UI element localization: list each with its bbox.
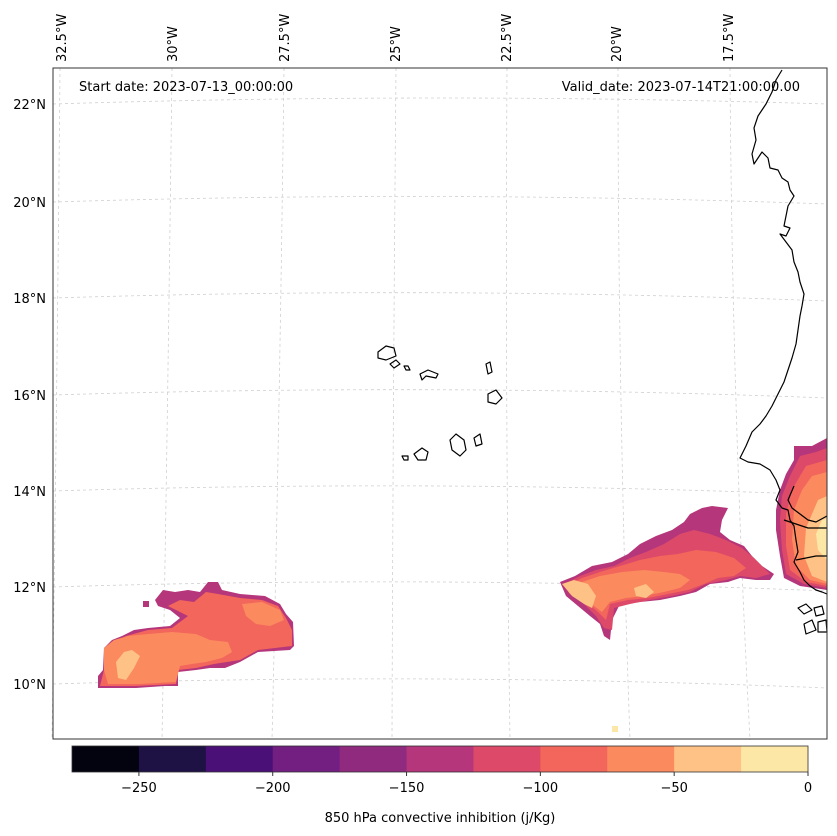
colorbar-swatch <box>272 746 341 772</box>
colorbar-swatch <box>339 746 408 772</box>
colorbar-swatch <box>540 746 608 772</box>
map-frame <box>52 67 828 740</box>
lon-label: 32.5°W <box>55 14 70 62</box>
colorbar-tick-label: −50 <box>660 781 687 796</box>
cin-patch-west-inner <box>104 632 232 684</box>
santa-luzia-island <box>403 365 411 371</box>
lon-label: 25°W <box>389 26 404 62</box>
colorbar-swatch <box>607 746 675 772</box>
lat-label: 18°N <box>13 292 46 307</box>
colorbar-swatch <box>72 746 140 772</box>
fogo-island <box>413 447 429 461</box>
lon-label: 27.5°W <box>278 14 293 62</box>
colorbar-frame <box>71 745 809 773</box>
start-date-annotation: Start date: 2023-07-13_00:00:00 <box>79 80 293 95</box>
lon-label: 30°W <box>166 26 181 62</box>
maio-island <box>473 433 483 447</box>
colorbar-tick-label: −200 <box>255 781 291 796</box>
guinea-bissau-border <box>795 555 827 561</box>
longitude-labels: 32.5°W 30°W 27.5°W 25°W 22.5°W 20°W 17.5… <box>55 14 737 62</box>
colorbar-ticks: −250 −200 −150 −100 −50 0 <box>121 772 812 796</box>
lat-label: 22°N <box>13 98 46 113</box>
sao-vicente-island <box>389 359 401 369</box>
santo-antao-island <box>377 345 397 361</box>
cin-patch-east-weakest <box>804 496 827 582</box>
bijagos-island-4 <box>817 619 828 633</box>
latitude-labels: 22°N 20°N 18°N 16°N 14°N 12°N 10°N <box>13 98 46 693</box>
colorbar-swatches <box>72 746 809 772</box>
lat-label: 20°N <box>13 196 46 211</box>
lat-label: 14°N <box>13 485 46 500</box>
cin-patch-west-weak <box>116 650 140 680</box>
valid-date-annotation: Valid_date: 2023-07-14T21:00:00.00 <box>562 80 800 95</box>
santiago-island <box>449 433 467 457</box>
colorbar: −250 −200 −150 −100 −50 0 850 hPa convective … <box>71 745 812 826</box>
coastline-outlines <box>377 69 828 635</box>
bijagos-island-1 <box>797 603 813 615</box>
colorbar-tick-label: −100 <box>523 781 559 796</box>
colorbar-tick-label: 0 <box>804 781 812 796</box>
lon-label: 22.5°W <box>500 14 515 62</box>
colorbar-swatch <box>741 746 809 772</box>
bijagos-island-3 <box>803 619 817 635</box>
bijagos-island-2 <box>813 605 825 617</box>
brava-island <box>401 455 409 461</box>
cin-patch-central-weakest <box>562 580 596 608</box>
sao-nicolau-island <box>419 369 439 381</box>
colorbar-tick-label: −150 <box>389 781 425 796</box>
colorbar-swatch <box>473 746 541 772</box>
gambia-border <box>787 485 828 523</box>
cin-contour-fields <box>98 438 827 732</box>
gambia-border-south <box>783 519 827 529</box>
colorbar-swatch <box>205 746 274 772</box>
colorbar-swatch <box>138 746 207 772</box>
lat-label: 16°N <box>13 389 46 404</box>
colorbar-tick-label: −250 <box>121 781 157 796</box>
cin-speck-west <box>143 601 149 607</box>
colorbar-swatch <box>406 746 474 772</box>
sal-island <box>485 361 493 375</box>
lat-label: 12°N <box>13 581 46 596</box>
cin-patch-west-core <box>242 602 284 626</box>
africa-coastline <box>739 69 828 595</box>
colorbar-label: 850 hPa convective inhibition (j/Kg) <box>325 811 556 826</box>
lat-label: 10°N <box>13 678 46 693</box>
lon-label: 17.5°W <box>722 14 737 62</box>
lon-label: 20°W <box>610 26 625 62</box>
cin-speck-south <box>612 726 618 732</box>
cin-patch-central-weak <box>566 570 690 612</box>
colorbar-swatch <box>674 746 742 772</box>
boa-vista-island <box>487 389 503 405</box>
cin-patch-central-fleck <box>634 584 654 598</box>
